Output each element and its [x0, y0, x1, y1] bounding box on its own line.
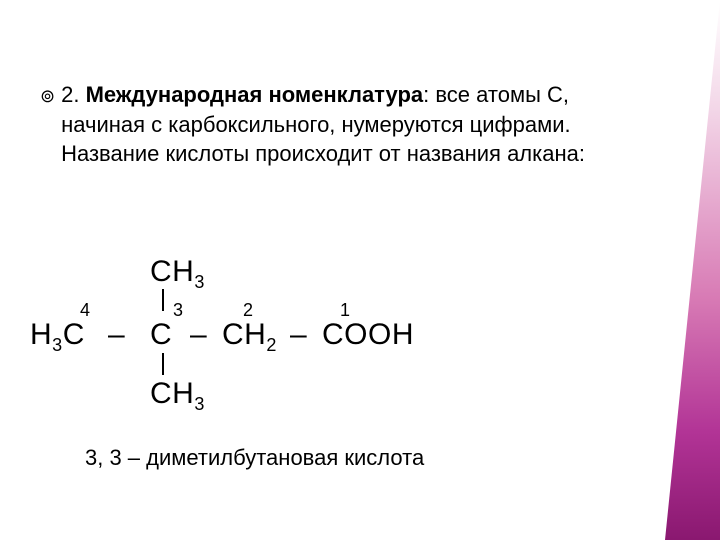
text-block: ⊚ 2. Международная номенклатура: все ато…	[40, 80, 600, 169]
carbon-4: H3C	[30, 318, 85, 356]
carbon-3: C	[150, 318, 172, 352]
carbon-number-3: 3	[173, 300, 183, 321]
bond-vertical	[162, 289, 164, 311]
bold-term: Международная номенклатура	[86, 82, 424, 107]
lead-number: 2.	[61, 82, 85, 107]
atom-subscript: 3	[52, 335, 63, 355]
compound-name: 3, 3 – диметилбутановая кислота	[85, 445, 424, 471]
bond-dash: –	[108, 318, 125, 352]
substituent-bottom: CH3	[150, 377, 205, 415]
atom-label: C	[63, 318, 85, 351]
atom-subscript: 3	[194, 394, 205, 414]
carbon-1-cooh: COOH	[322, 318, 414, 352]
atom-subscript: 3	[194, 272, 205, 292]
paragraph: ⊚ 2. Международная номенклатура: все ато…	[40, 80, 600, 169]
bond-dash: –	[290, 318, 307, 352]
atom-subscript: 2	[266, 335, 277, 355]
bond-vertical	[162, 353, 164, 375]
substituent-top: CH3	[150, 255, 205, 293]
atom-label: CH	[150, 377, 194, 410]
atom-label: CH	[150, 255, 194, 288]
bullet-icon: ⊚	[40, 84, 55, 108]
bond-dash: –	[190, 318, 207, 352]
atom-label: CH	[222, 318, 266, 351]
paragraph-text: 2. Международная номенклатура: все атомы…	[61, 80, 600, 169]
slide-corner-gradient	[665, 0, 720, 540]
carbon-2: CH2	[222, 318, 277, 356]
atom-label: H	[30, 318, 52, 351]
